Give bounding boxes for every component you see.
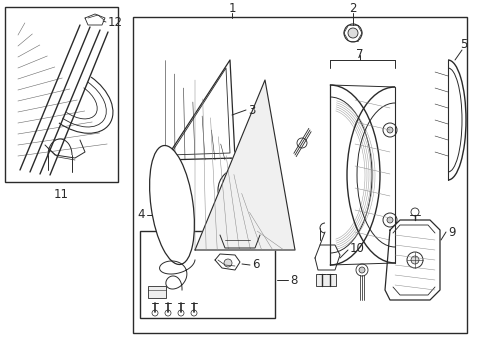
Circle shape	[355, 264, 367, 276]
Circle shape	[296, 138, 306, 148]
Circle shape	[218, 168, 262, 212]
Text: 4: 4	[137, 208, 145, 221]
Text: 5: 5	[459, 39, 467, 51]
Circle shape	[191, 310, 197, 316]
Bar	[315, 274, 335, 286]
Circle shape	[224, 259, 231, 267]
Circle shape	[178, 310, 183, 316]
Text: 7: 7	[356, 49, 363, 62]
Text: 8: 8	[289, 274, 297, 287]
Text: 2: 2	[348, 1, 356, 14]
Text: 9: 9	[447, 225, 454, 238]
Circle shape	[164, 310, 171, 316]
Text: 3: 3	[247, 104, 255, 117]
Circle shape	[152, 310, 158, 316]
Circle shape	[358, 267, 364, 273]
Circle shape	[225, 176, 253, 204]
Circle shape	[410, 208, 418, 216]
Circle shape	[347, 28, 357, 38]
Text: 1: 1	[228, 1, 235, 14]
Circle shape	[386, 217, 392, 223]
Text: 12: 12	[108, 15, 123, 28]
Polygon shape	[195, 80, 294, 250]
Circle shape	[382, 123, 396, 137]
Circle shape	[386, 127, 392, 133]
Text: 6: 6	[251, 258, 259, 271]
Circle shape	[234, 184, 245, 196]
Circle shape	[410, 256, 418, 264]
Text: 11: 11	[53, 189, 68, 202]
Ellipse shape	[149, 145, 194, 265]
Bar	[148, 286, 165, 298]
Bar	[133, 17, 466, 333]
Bar	[140, 231, 274, 318]
Circle shape	[343, 24, 361, 42]
Circle shape	[382, 213, 396, 227]
Text: 10: 10	[349, 242, 364, 255]
Circle shape	[406, 252, 422, 268]
Bar	[5, 7, 118, 182]
